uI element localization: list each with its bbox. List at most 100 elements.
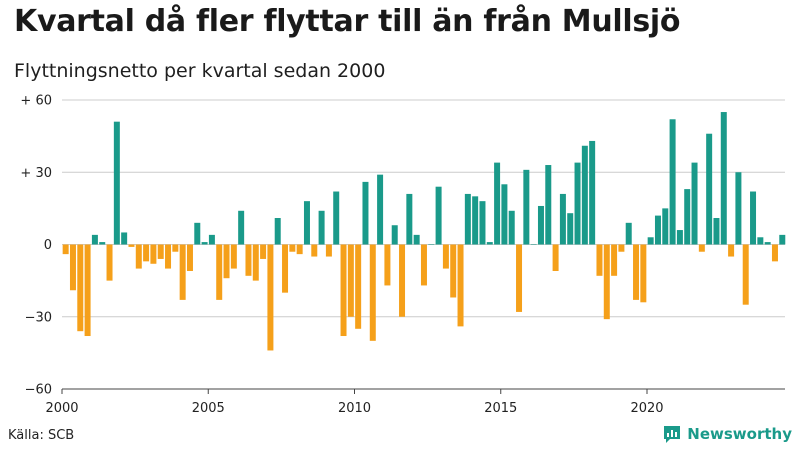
bar-quarter-94 xyxy=(742,244,749,305)
bar-quarter-36 xyxy=(318,210,325,245)
axes: + 60 + 30 0 −30 −60 2000 2005 2010 2015 2020 xyxy=(20,94,785,416)
bar-quarter-38 xyxy=(333,191,340,245)
bar-quarter-27 xyxy=(252,244,259,281)
bar-quarter-34 xyxy=(303,201,310,245)
brand-logo: Newsworthy xyxy=(662,424,792,444)
bar-quarter-96 xyxy=(757,237,764,245)
bar-quarter-49 xyxy=(413,234,420,245)
bars xyxy=(62,112,786,351)
bar-quarter-26 xyxy=(245,244,252,276)
bar-quarter-54 xyxy=(450,244,457,298)
bar-quarter-50 xyxy=(420,244,427,286)
bar-quarter-20 xyxy=(201,242,208,245)
bar-quarter-53 xyxy=(442,244,449,269)
bar-quarter-86 xyxy=(684,189,691,245)
bar-quarter-6 xyxy=(99,242,106,245)
bar-quarter-98 xyxy=(771,244,778,262)
bar-quarter-92 xyxy=(728,244,735,257)
bar-quarter-24 xyxy=(230,244,237,269)
bar-quarter-16 xyxy=(172,244,179,252)
bar-quarter-47 xyxy=(399,244,406,317)
bar-quarter-71 xyxy=(574,162,581,245)
y-tick-label: −30 xyxy=(25,310,52,325)
bar-quarter-61 xyxy=(501,184,508,245)
bar-quarter-56 xyxy=(464,193,471,245)
bar-quarter-78 xyxy=(625,222,632,245)
y-tick-label: 0 xyxy=(44,238,52,253)
bar-quarter-42 xyxy=(362,181,369,245)
chart-title: Kvartal då fler flyttar till än från Mul… xyxy=(14,4,681,39)
bar-quarter-75 xyxy=(603,244,610,320)
bar-quarter-28 xyxy=(260,244,267,259)
bar-quarter-77 xyxy=(618,244,625,252)
bar-quarter-1 xyxy=(62,244,69,255)
bar-quarter-95 xyxy=(750,191,757,245)
x-tick-label: 2010 xyxy=(338,401,371,416)
source-note: Källa: SCB xyxy=(8,428,75,443)
bar-quarter-70 xyxy=(567,213,574,245)
bar-quarter-62 xyxy=(508,210,515,245)
bar-quarter-81 xyxy=(647,237,654,245)
bar-quarter-30 xyxy=(274,218,281,245)
bar-quarter-52 xyxy=(435,186,442,245)
bar-quarter-39 xyxy=(340,244,347,337)
brand-name: Newsworthy xyxy=(687,425,792,443)
bar-quarter-57 xyxy=(472,196,479,245)
bar-quarter-43 xyxy=(369,244,376,341)
bar-quarter-15 xyxy=(165,244,172,269)
x-tick-label: 2015 xyxy=(484,401,517,416)
bar-quarter-10 xyxy=(128,244,135,247)
bar-quarter-14 xyxy=(157,244,164,259)
bar-quarter-29 xyxy=(267,244,274,351)
bar-quarter-88 xyxy=(698,244,705,252)
bar-quarter-25 xyxy=(238,210,245,245)
y-tick-label: + 30 xyxy=(20,166,52,181)
bar-quarter-51 xyxy=(428,244,435,245)
bar-quarter-18 xyxy=(186,244,193,271)
bar-quarter-91 xyxy=(720,112,727,245)
x-tick-label: 2000 xyxy=(45,401,78,416)
bar-quarter-5 xyxy=(91,234,98,245)
bar-quarter-37 xyxy=(325,244,332,257)
bar-quarter-87 xyxy=(691,162,698,245)
bar-quarter-76 xyxy=(611,244,618,276)
y-tick-label: −60 xyxy=(25,383,52,398)
bar-quarter-99 xyxy=(779,234,786,245)
bar-quarter-80 xyxy=(640,244,647,303)
bar-quarter-22 xyxy=(216,244,223,300)
bar-quarter-74 xyxy=(596,244,603,276)
newsworthy-logo-icon xyxy=(664,426,681,443)
bar-quarter-89 xyxy=(706,133,713,245)
bar-quarter-13 xyxy=(150,244,157,264)
bar-quarter-19 xyxy=(194,222,201,245)
bar-quarter-3 xyxy=(77,244,84,332)
bar-quarter-33 xyxy=(296,244,303,255)
bar-quarter-65 xyxy=(530,244,537,245)
bar-quarter-40 xyxy=(347,244,354,317)
bar-quarter-72 xyxy=(581,145,588,245)
bar-quarter-90 xyxy=(713,218,720,245)
bar-quarter-21 xyxy=(208,234,215,245)
bar-quarter-73 xyxy=(589,140,596,245)
bar-quarter-82 xyxy=(654,215,661,245)
bar-quarter-68 xyxy=(552,244,559,271)
bar-quarter-84 xyxy=(669,119,676,245)
bar-quarter-2 xyxy=(69,244,76,291)
bar-quarter-60 xyxy=(494,162,501,245)
bar-quarter-41 xyxy=(355,244,362,329)
bar-quarter-63 xyxy=(516,244,523,312)
bar-quarter-8 xyxy=(113,121,120,245)
bar-quarter-12 xyxy=(143,244,150,262)
bar-quarter-79 xyxy=(633,244,640,300)
bar-quarter-9 xyxy=(121,232,128,245)
bar-quarter-85 xyxy=(676,230,683,245)
bar-quarter-7 xyxy=(106,244,113,281)
bar-quarter-93 xyxy=(735,172,742,245)
bar-quarter-23 xyxy=(223,244,230,279)
bar-quarter-55 xyxy=(457,244,464,327)
bar-quarter-69 xyxy=(559,193,566,245)
bar-quarter-67 xyxy=(545,165,552,245)
bar-quarter-45 xyxy=(384,244,391,286)
bar-quarter-97 xyxy=(764,242,771,245)
